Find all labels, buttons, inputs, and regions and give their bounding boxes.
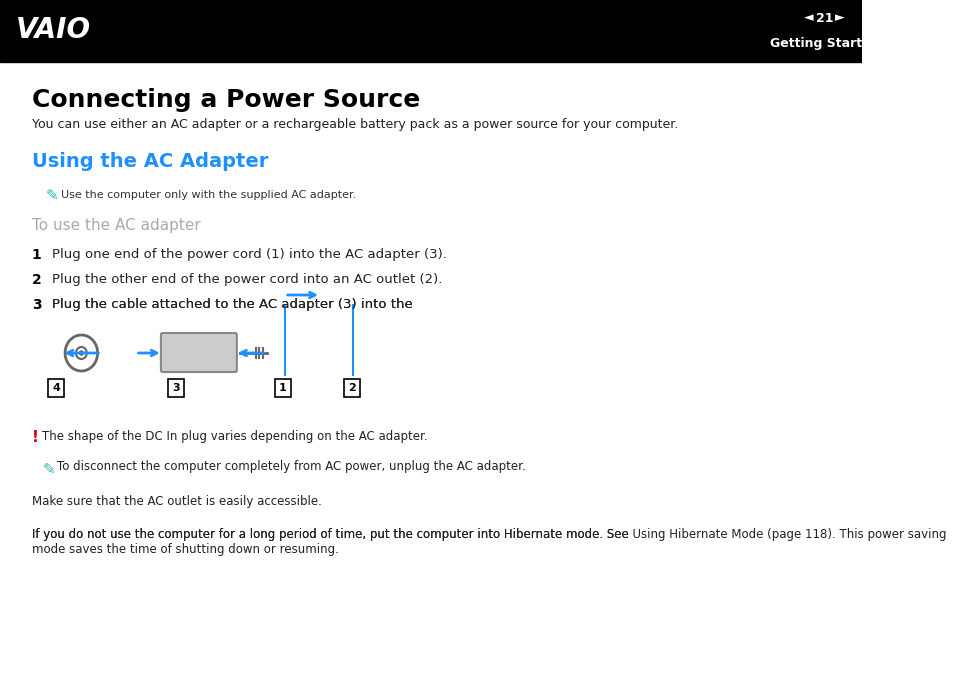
Text: If you do not use the computer for a long period of time, put the computer into : If you do not use the computer for a lon…: [31, 528, 945, 556]
Text: 2: 2: [31, 273, 41, 287]
Text: 4: 4: [52, 383, 60, 393]
Text: Getting Started: Getting Started: [769, 38, 879, 51]
Text: Connecting a Power Source: Connecting a Power Source: [31, 88, 419, 112]
Text: 1: 1: [31, 248, 41, 262]
Text: Plug the cable attached to the AC adapter (3) into the: Plug the cable attached to the AC adapte…: [52, 298, 417, 311]
Text: Plug one end of the power cord (1) into the AC adapter (3).: Plug one end of the power cord (1) into …: [52, 248, 447, 261]
Text: 3: 3: [172, 383, 180, 393]
Text: Use the computer only with the supplied AC adapter.: Use the computer only with the supplied …: [61, 190, 356, 200]
Bar: [0, 0, 862, 62]
Bar: [274, 379, 291, 397]
Text: Make sure that the AC outlet is easily accessible.: Make sure that the AC outlet is easily a…: [31, 495, 321, 508]
Text: If you do not use the computer for a long period of time, put the computer into : If you do not use the computer for a lon…: [31, 528, 632, 541]
Bar: [168, 379, 184, 397]
Text: To disconnect the computer completely from AC power, unplug the AC adapter.: To disconnect the computer completely fr…: [57, 460, 525, 473]
Text: Using the AC Adapter: Using the AC Adapter: [31, 152, 268, 171]
Text: ◄: ◄: [803, 11, 813, 24]
Text: You can use either an AC adapter or a rechargeable battery pack as a power sourc: You can use either an AC adapter or a re…: [31, 118, 678, 131]
Text: VAIO: VAIO: [16, 16, 91, 44]
Text: ►: ►: [835, 11, 844, 24]
Text: 3: 3: [31, 298, 41, 312]
Text: ✎: ✎: [43, 462, 55, 477]
Bar: [48, 379, 64, 397]
Text: ✎: ✎: [45, 188, 58, 203]
Text: The shape of the DC In plug varies depending on the AC adapter.: The shape of the DC In plug varies depen…: [43, 430, 428, 443]
Text: 2: 2: [348, 383, 355, 393]
FancyBboxPatch shape: [161, 333, 236, 372]
Text: Plug the cable attached to the AC adapter (3) into the: Plug the cable attached to the AC adapte…: [52, 298, 417, 311]
Bar: [343, 379, 359, 397]
Text: !: !: [31, 430, 38, 445]
Text: 1: 1: [279, 383, 287, 393]
Text: To use the AC adapter: To use the AC adapter: [31, 218, 200, 233]
Text: 21: 21: [815, 11, 832, 24]
Text: Plug the other end of the power cord into an AC outlet (2).: Plug the other end of the power cord int…: [52, 273, 442, 286]
Circle shape: [79, 351, 83, 355]
